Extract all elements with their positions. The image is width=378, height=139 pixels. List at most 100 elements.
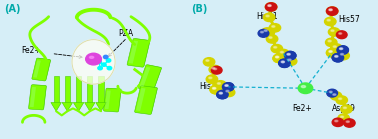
Circle shape [327, 49, 338, 57]
FancyBboxPatch shape [54, 76, 59, 102]
Ellipse shape [276, 56, 279, 58]
Circle shape [97, 60, 101, 64]
Ellipse shape [276, 56, 279, 58]
Ellipse shape [226, 90, 229, 92]
Circle shape [106, 59, 111, 62]
Circle shape [206, 75, 218, 83]
Circle shape [327, 49, 338, 57]
Circle shape [266, 35, 278, 43]
Ellipse shape [288, 59, 291, 61]
FancyBboxPatch shape [65, 76, 70, 102]
Circle shape [328, 28, 340, 36]
Ellipse shape [217, 83, 220, 84]
Ellipse shape [341, 116, 344, 118]
Circle shape [341, 105, 352, 113]
Circle shape [86, 53, 101, 65]
Ellipse shape [268, 5, 271, 6]
Circle shape [336, 96, 347, 104]
FancyBboxPatch shape [98, 76, 104, 103]
Ellipse shape [335, 56, 338, 57]
FancyBboxPatch shape [30, 87, 36, 107]
FancyBboxPatch shape [136, 86, 158, 113]
FancyBboxPatch shape [105, 90, 111, 109]
Ellipse shape [260, 31, 263, 33]
Text: PZA: PZA [118, 29, 133, 38]
Ellipse shape [212, 88, 216, 89]
Circle shape [279, 59, 290, 67]
Ellipse shape [225, 85, 228, 86]
Ellipse shape [333, 46, 336, 47]
Ellipse shape [329, 91, 332, 93]
Ellipse shape [343, 107, 347, 109]
Ellipse shape [219, 92, 222, 94]
Circle shape [265, 3, 277, 11]
Circle shape [285, 51, 296, 60]
Ellipse shape [327, 19, 330, 21]
Circle shape [273, 54, 285, 63]
Ellipse shape [341, 54, 344, 55]
Circle shape [337, 46, 349, 54]
FancyBboxPatch shape [76, 76, 81, 102]
Ellipse shape [339, 98, 342, 100]
Ellipse shape [339, 48, 342, 49]
Circle shape [298, 83, 313, 94]
Ellipse shape [225, 85, 228, 86]
Circle shape [338, 51, 349, 60]
FancyBboxPatch shape [30, 85, 47, 109]
Circle shape [215, 81, 226, 89]
Circle shape [102, 63, 106, 66]
Ellipse shape [90, 56, 94, 58]
Ellipse shape [212, 67, 215, 69]
Ellipse shape [328, 40, 331, 42]
Ellipse shape [274, 47, 277, 48]
Circle shape [211, 66, 222, 74]
Circle shape [269, 24, 280, 32]
Circle shape [210, 85, 222, 94]
FancyBboxPatch shape [139, 67, 150, 87]
Ellipse shape [264, 30, 267, 31]
Circle shape [210, 85, 222, 94]
Circle shape [209, 65, 220, 74]
Circle shape [332, 54, 344, 62]
Circle shape [222, 83, 234, 91]
Ellipse shape [269, 37, 272, 38]
Circle shape [263, 13, 275, 22]
Text: Fe2+: Fe2+ [292, 104, 311, 113]
Ellipse shape [72, 40, 115, 84]
Polygon shape [51, 102, 61, 111]
Ellipse shape [219, 92, 222, 94]
Ellipse shape [280, 51, 284, 53]
Circle shape [325, 38, 337, 47]
Circle shape [203, 58, 215, 66]
Circle shape [217, 90, 228, 99]
Circle shape [279, 59, 290, 67]
Ellipse shape [329, 9, 332, 11]
FancyBboxPatch shape [140, 65, 162, 90]
Ellipse shape [339, 48, 342, 49]
Ellipse shape [266, 15, 269, 17]
FancyBboxPatch shape [32, 58, 51, 81]
Circle shape [332, 118, 344, 126]
Circle shape [327, 89, 338, 97]
FancyBboxPatch shape [127, 39, 150, 67]
Circle shape [98, 66, 102, 70]
Circle shape [273, 54, 285, 63]
Ellipse shape [281, 61, 284, 63]
Ellipse shape [329, 51, 332, 52]
FancyBboxPatch shape [104, 88, 121, 112]
Ellipse shape [268, 5, 271, 6]
Ellipse shape [329, 9, 332, 11]
Ellipse shape [287, 54, 290, 55]
Circle shape [262, 28, 273, 36]
Ellipse shape [206, 60, 209, 61]
Polygon shape [62, 102, 73, 111]
Circle shape [278, 49, 289, 58]
Polygon shape [85, 103, 95, 111]
FancyBboxPatch shape [129, 41, 138, 64]
Circle shape [222, 83, 234, 91]
Circle shape [331, 44, 342, 52]
Circle shape [336, 31, 347, 39]
Circle shape [285, 57, 297, 65]
Ellipse shape [346, 121, 349, 122]
Ellipse shape [212, 88, 216, 89]
